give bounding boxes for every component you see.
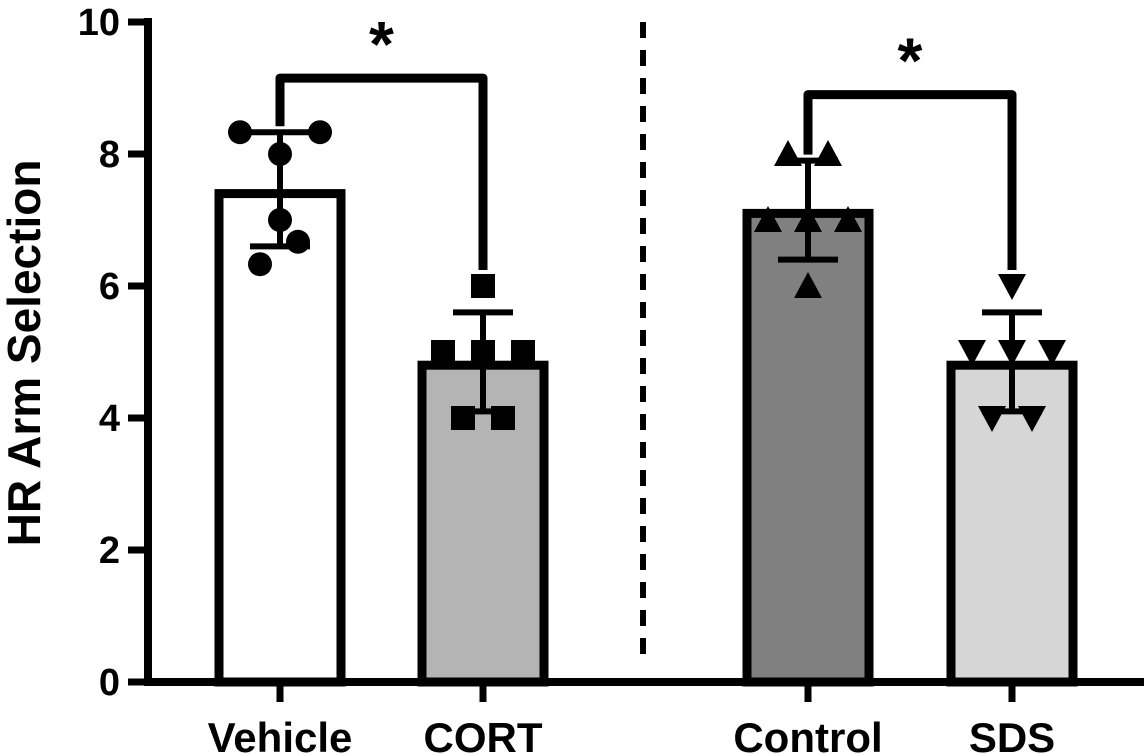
data-point-sds-6 <box>1018 406 1046 432</box>
y-tick-label-8: 8 <box>99 134 120 176</box>
data-point-vehicle-2 <box>308 120 332 145</box>
data-point-vehicle-1 <box>228 120 252 145</box>
data-point-vehicle-6 <box>248 252 272 277</box>
significance-star-2: * <box>898 25 923 97</box>
data-point-sds-5 <box>978 406 1006 432</box>
x-tick-label-sds: SDS <box>969 714 1055 754</box>
y-axis-label: HR Arm Selection <box>0 160 50 547</box>
data-point-cort-4 <box>511 340 535 364</box>
data-point-control-3 <box>754 206 782 232</box>
data-point-sds-3 <box>998 340 1026 366</box>
data-point-cort-3 <box>471 340 495 364</box>
data-point-control-2 <box>814 140 842 166</box>
data-point-sds-4 <box>1038 340 1066 366</box>
data-point-sds-2 <box>958 340 986 366</box>
data-point-sds-1 <box>998 274 1026 300</box>
significance-layer: * * <box>275 8 1017 270</box>
bars-layer <box>214 189 1078 687</box>
x-tick-label-control: Control <box>733 714 882 754</box>
significance-bracket-2 <box>803 90 1017 270</box>
significance-star-1: * <box>369 8 394 80</box>
data-point-cort-2 <box>431 340 455 364</box>
data-point-vehicle-3 <box>268 142 292 166</box>
data-point-control-4 <box>794 206 822 232</box>
data-points-layer <box>228 120 1066 432</box>
significance-bracket-1 <box>275 73 488 270</box>
data-point-cort-5 <box>451 406 475 430</box>
y-tick-label-4: 4 <box>99 398 120 440</box>
y-tick-label-10: 10 <box>78 2 120 44</box>
data-point-cort-1 <box>471 274 495 298</box>
bar-vehicle <box>214 189 346 687</box>
x-tick-label-cort: CORT <box>424 714 543 754</box>
y-tick-label-0: 0 <box>99 662 120 704</box>
data-point-cort-6 <box>491 406 515 430</box>
data-point-vehicle-5 <box>286 229 310 254</box>
data-point-control-1 <box>774 140 802 166</box>
y-tick-label-6: 6 <box>99 266 120 308</box>
x-tick-label-vehicle: Vehicle <box>208 714 353 754</box>
y-tick-label-2: 2 <box>99 530 120 572</box>
axes-layer: 0 2 4 6 8 10 Vehicle CORT Control SDS <box>78 2 1144 754</box>
data-point-vehicle-4 <box>268 208 292 232</box>
data-point-control-6 <box>794 272 822 298</box>
data-point-control-5 <box>834 206 862 232</box>
